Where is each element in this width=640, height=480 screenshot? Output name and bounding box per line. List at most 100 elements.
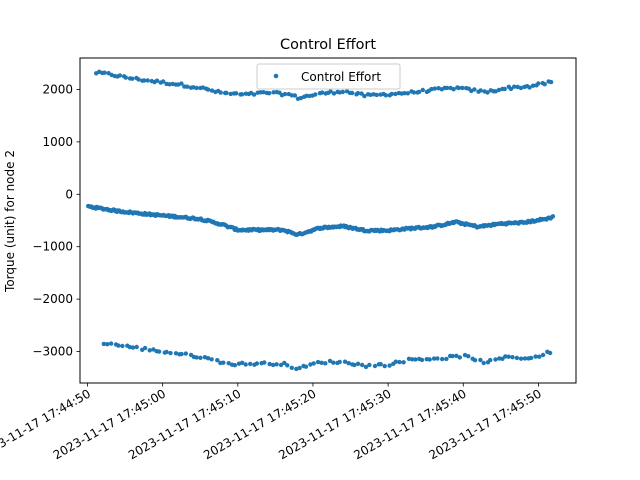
data-point — [359, 91, 364, 96]
data-point — [164, 349, 169, 355]
y-tick-label: −2000 — [32, 292, 73, 306]
data-point — [440, 356, 445, 362]
data-point — [466, 354, 471, 359]
data-point — [232, 363, 237, 368]
data-point — [298, 95, 303, 101]
data-point — [337, 359, 342, 365]
data-point — [105, 342, 110, 347]
data-point — [102, 70, 107, 75]
data-point — [451, 87, 456, 92]
data-point — [431, 356, 437, 361]
data-point — [274, 362, 279, 367]
data-point — [478, 357, 483, 363]
data-point — [289, 365, 294, 370]
data-point — [444, 356, 449, 362]
data-point — [374, 92, 379, 98]
data-point — [120, 343, 125, 349]
data-point — [402, 91, 407, 96]
data-point — [540, 352, 546, 358]
y-axis-label: Torque (unit) for node 2 — [3, 150, 17, 293]
data-point — [209, 88, 215, 93]
data-point — [382, 363, 387, 369]
data-point — [136, 77, 141, 82]
data-point — [429, 86, 434, 92]
data-point — [363, 364, 369, 370]
data-point — [224, 90, 229, 96]
data-point — [502, 86, 507, 92]
data-point — [142, 78, 147, 83]
data-point — [401, 360, 406, 365]
data-point — [179, 351, 184, 357]
data-point — [161, 79, 166, 84]
data-point — [485, 90, 490, 95]
data-point — [151, 347, 156, 352]
data-point — [454, 353, 459, 358]
data-point — [239, 92, 245, 97]
data-point — [173, 351, 179, 356]
data-point — [156, 349, 162, 354]
data-point — [205, 356, 211, 361]
data-point — [457, 355, 462, 360]
data-point — [331, 91, 337, 96]
data-points — [86, 69, 556, 372]
data-point — [108, 341, 114, 346]
data-point — [522, 356, 528, 361]
data-point — [349, 90, 355, 96]
data-point — [179, 81, 184, 86]
data-point — [527, 85, 532, 90]
data-point — [282, 91, 288, 97]
data-point — [450, 353, 455, 359]
data-point — [512, 84, 517, 89]
data-point — [271, 90, 276, 95]
data-point — [130, 345, 136, 350]
data-point — [506, 354, 511, 359]
data-point — [218, 90, 223, 95]
chart-title: Control Effort — [280, 37, 376, 53]
data-point — [251, 92, 257, 97]
data-point — [254, 361, 260, 366]
data-point — [315, 359, 321, 365]
data-point — [444, 85, 450, 91]
data-point — [278, 362, 284, 368]
data-point — [462, 352, 468, 358]
legend-box — [256, 63, 401, 90]
data-point — [432, 86, 437, 91]
data-point — [419, 357, 425, 363]
data-point — [435, 356, 440, 361]
data-point — [472, 87, 477, 92]
data-point — [270, 362, 276, 368]
data-point — [460, 85, 465, 91]
data-point — [294, 366, 299, 372]
data-point — [372, 363, 378, 369]
data-point — [481, 360, 486, 366]
data-point — [168, 350, 173, 356]
data-point — [383, 93, 389, 98]
data-point — [240, 360, 245, 365]
data-point — [123, 75, 128, 80]
data-point — [478, 88, 483, 93]
data-point — [198, 355, 203, 360]
data-point — [393, 359, 398, 364]
data-point — [514, 355, 520, 361]
data-point — [413, 357, 418, 362]
y-tick-label: −1000 — [32, 240, 73, 254]
data-point — [262, 360, 267, 365]
data-point — [355, 91, 361, 96]
legend-marker — [273, 73, 279, 79]
data-point — [319, 360, 324, 365]
data-point — [518, 356, 524, 361]
data-point — [308, 362, 313, 367]
data-point — [488, 357, 493, 363]
data-point — [405, 91, 410, 96]
data-point — [548, 79, 554, 85]
data-point — [147, 348, 152, 353]
plot-frame — [79, 57, 577, 384]
data-point — [537, 354, 542, 359]
data-point — [503, 354, 508, 359]
data-point — [101, 341, 107, 347]
data-point — [167, 82, 172, 87]
data-point — [145, 78, 150, 83]
data-point — [342, 359, 348, 364]
data-point — [319, 90, 325, 95]
